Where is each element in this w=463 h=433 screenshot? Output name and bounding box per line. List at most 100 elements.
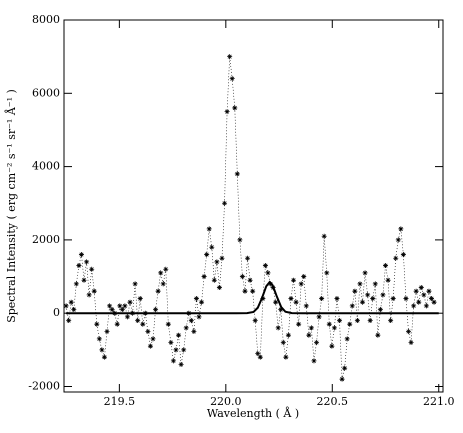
point bbox=[239, 274, 245, 280]
point bbox=[78, 252, 84, 258]
point bbox=[388, 318, 394, 324]
point bbox=[163, 266, 169, 272]
point bbox=[416, 299, 422, 305]
point bbox=[191, 329, 197, 335]
point bbox=[147, 343, 153, 349]
point bbox=[347, 321, 353, 327]
point bbox=[124, 314, 130, 320]
point bbox=[188, 318, 194, 324]
point bbox=[101, 354, 107, 360]
point bbox=[385, 277, 391, 283]
point bbox=[216, 285, 222, 291]
point bbox=[370, 296, 376, 302]
point bbox=[86, 292, 92, 298]
connector bbox=[65, 56, 435, 380]
point bbox=[262, 263, 268, 269]
y-tick-label: 2000 bbox=[32, 233, 60, 246]
point bbox=[393, 255, 399, 261]
point bbox=[255, 351, 261, 357]
point bbox=[301, 274, 307, 280]
point bbox=[234, 171, 240, 177]
point bbox=[199, 299, 205, 305]
point bbox=[68, 299, 74, 305]
point bbox=[337, 318, 343, 324]
point bbox=[260, 296, 266, 302]
point bbox=[183, 325, 189, 331]
point bbox=[250, 288, 256, 294]
point bbox=[400, 252, 406, 258]
point bbox=[395, 237, 401, 243]
point bbox=[306, 332, 312, 338]
point bbox=[63, 303, 69, 309]
point bbox=[390, 296, 396, 302]
point bbox=[349, 303, 355, 309]
y-tick-label: 6000 bbox=[32, 86, 60, 99]
fit-line bbox=[66, 280, 439, 315]
point bbox=[229, 76, 235, 82]
point bbox=[326, 321, 332, 327]
point bbox=[114, 321, 120, 327]
point bbox=[232, 105, 238, 111]
point bbox=[160, 281, 166, 287]
point bbox=[403, 296, 409, 302]
point bbox=[354, 318, 360, 324]
point bbox=[224, 109, 230, 115]
point bbox=[421, 292, 427, 298]
x-tick-label: 220.0 bbox=[210, 395, 242, 408]
point bbox=[311, 358, 317, 364]
point bbox=[96, 336, 102, 342]
point bbox=[360, 299, 366, 305]
point bbox=[178, 362, 184, 368]
point bbox=[426, 288, 432, 294]
point bbox=[158, 270, 164, 276]
point bbox=[165, 321, 171, 327]
point bbox=[352, 288, 358, 294]
point bbox=[84, 259, 90, 265]
point bbox=[342, 365, 348, 371]
point bbox=[73, 281, 79, 287]
point bbox=[252, 318, 258, 324]
point bbox=[81, 277, 87, 283]
point bbox=[377, 307, 383, 313]
point bbox=[298, 281, 304, 287]
point bbox=[283, 354, 289, 360]
point bbox=[314, 340, 320, 346]
point bbox=[204, 252, 210, 258]
point bbox=[94, 321, 100, 327]
point bbox=[132, 281, 138, 287]
point bbox=[344, 336, 350, 342]
point bbox=[288, 296, 294, 302]
point bbox=[367, 318, 373, 324]
point bbox=[278, 307, 284, 313]
point bbox=[398, 226, 404, 232]
x-axis-label: Wavelength ( Å ) bbox=[207, 406, 299, 420]
plot-frame bbox=[63, 19, 444, 393]
point bbox=[137, 296, 143, 302]
point bbox=[206, 226, 212, 232]
point bbox=[71, 307, 77, 313]
point bbox=[117, 303, 123, 309]
point bbox=[293, 299, 299, 305]
point bbox=[211, 277, 217, 283]
point bbox=[245, 255, 251, 261]
point bbox=[423, 303, 429, 309]
point bbox=[319, 296, 325, 302]
point bbox=[380, 292, 386, 298]
point bbox=[291, 277, 297, 283]
point bbox=[173, 347, 179, 353]
point bbox=[170, 358, 176, 364]
y-tick-label: 4000 bbox=[32, 160, 60, 173]
point bbox=[76, 263, 82, 269]
point bbox=[153, 307, 159, 313]
point bbox=[168, 340, 174, 346]
point bbox=[109, 307, 115, 313]
point bbox=[122, 303, 128, 309]
point bbox=[296, 321, 302, 327]
point bbox=[411, 303, 417, 309]
point bbox=[418, 285, 424, 291]
point bbox=[91, 288, 97, 294]
point bbox=[339, 376, 345, 382]
point bbox=[119, 307, 125, 313]
point bbox=[66, 318, 72, 324]
